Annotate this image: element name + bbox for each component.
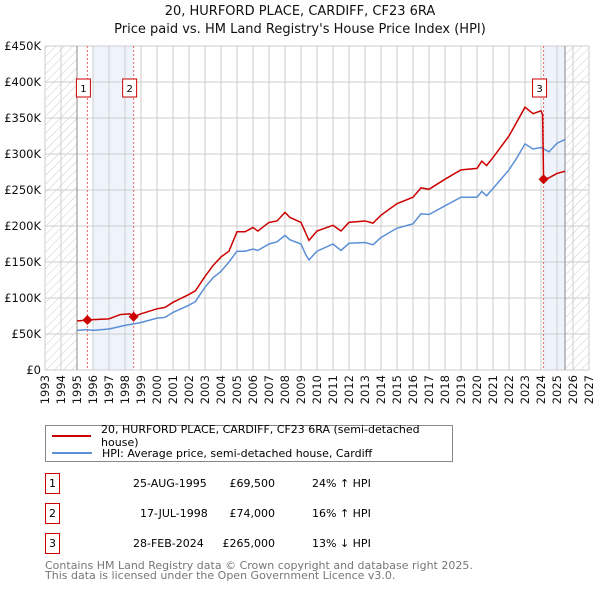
sale-price: £265,000	[222, 537, 276, 550]
sale-hpi-diff: 13% ↓ HPI	[312, 537, 371, 550]
x-tick-label: 2011	[326, 375, 340, 404]
x-tick-label: 1996	[86, 375, 100, 404]
footer-line-2: This data is licensed under the Open Gov…	[45, 569, 396, 582]
sale-date: 28-FEB-2024	[133, 537, 204, 550]
x-tick-label: 2012	[342, 375, 356, 404]
sale-hpi-diff: 24% ↑ HPI	[312, 477, 371, 490]
x-tick-label: 2027	[582, 375, 596, 404]
x-tick-label: 1998	[118, 375, 132, 404]
y-tick-label: £150K	[4, 255, 41, 269]
sale-row: 2 17-JUL-1998 £74,000 16% ↑ HPI	[45, 503, 465, 524]
x-tick-label: 2003	[198, 375, 212, 404]
x-tick-label: 2022	[502, 375, 516, 404]
x-tick-label: 2019	[454, 375, 468, 404]
x-tick-label: 2002	[182, 375, 196, 404]
sale-price: £69,500	[229, 477, 276, 490]
footer-line-1: Contains HM Land Registry data © Crown c…	[45, 559, 473, 572]
sale-point	[128, 311, 139, 322]
x-tick-label: 2021	[486, 375, 500, 404]
legend: 20, HURFORD PLACE, CARDIFF, CF23 6RA (se…	[45, 423, 453, 462]
y-tick-label: £100K	[4, 291, 41, 305]
shade-after-sale-3	[543, 46, 565, 370]
legend-label: HPI: Average price, semi-detached house,…	[102, 446, 373, 460]
sale-point	[82, 314, 93, 325]
x-tick-label: 1997	[102, 375, 116, 404]
y-tick-label: £450K	[4, 39, 41, 53]
chart-title: 20, HURFORD PLACE, CARDIFF, CF23 6RA	[164, 4, 436, 19]
x-tick-label: 2024	[534, 375, 548, 404]
chart-subtitle: Price paid vs. HM Land Registry's House …	[114, 22, 486, 37]
series-line	[76, 106, 566, 322]
x-tick-label: 2016	[406, 375, 420, 404]
legend-swatch-red	[52, 435, 92, 437]
x-tick-label: 2017	[422, 375, 436, 404]
x-tick-label: 2010	[310, 375, 324, 404]
sale-label-box	[75, 78, 91, 98]
x-tick-label: 1993	[38, 375, 52, 404]
sale-date: 17-JUL-1998	[140, 507, 208, 520]
y-tick-label: £200K	[4, 219, 41, 233]
x-tick-label: 2023	[518, 375, 532, 404]
x-tick-label: 2005	[230, 375, 244, 404]
x-tick-label: 2013	[358, 375, 372, 404]
y-tick-label: £400K	[4, 75, 41, 89]
x-tick-label: 2009	[294, 375, 308, 404]
sale-label: 2	[126, 84, 132, 95]
sale-label-box	[122, 78, 138, 98]
legend-label: 20, HURFORD PLACE, CARDIFF, CF23 6RA (se…	[101, 423, 420, 449]
x-tick-label: 2000	[150, 375, 164, 404]
x-tick-label: 2014	[374, 375, 388, 404]
x-tick-label: 2026	[566, 375, 580, 404]
x-tick-label: 2001	[166, 375, 180, 404]
y-tick-label: £50K	[12, 327, 42, 341]
x-tick-label: 1995	[70, 375, 84, 404]
sale-row: 1 25-AUG-1995 £69,500 24% ↑ HPI	[45, 473, 465, 494]
sale-number-badge: 3	[45, 533, 60, 554]
legend-item-property: 20, HURFORD PLACE, CARDIFF, CF23 6RA (se…	[52, 423, 452, 449]
sale-hpi-diff: 16% ↑ HPI	[312, 507, 371, 520]
x-tick-label: 2006	[246, 375, 260, 404]
x-tick-label: 2025	[550, 375, 564, 404]
y-tick-label: £250K	[4, 183, 41, 197]
x-tick-label: 2004	[214, 375, 228, 404]
x-tick-label: 2018	[438, 375, 452, 404]
sale-row: 3 28-FEB-2024 £265,000 13% ↓ HPI	[45, 533, 465, 554]
x-tick-label: 1994	[54, 375, 68, 404]
sale-point	[538, 174, 549, 185]
legend-swatch-blue	[52, 452, 92, 454]
sale-date: 25-AUG-1995	[133, 477, 207, 490]
y-tick-label: £0	[26, 363, 41, 377]
sale-label: 1	[80, 84, 86, 95]
hatched-no-data-right	[565, 46, 589, 370]
sale-label-box	[532, 78, 548, 98]
x-tick-label: 2007	[262, 375, 276, 404]
price-chart: £0 £50K £100K £150K £200K £250K £300K £350K £400…	[4, 39, 596, 404]
y-tick-label: £350K	[4, 111, 41, 125]
series-line	[76, 138, 566, 332]
sale-price: £74,000	[229, 507, 276, 520]
sale-label: 3	[536, 84, 542, 95]
x-tick-label: 1999	[134, 375, 148, 404]
shade-between-sales	[93, 46, 134, 370]
y-tick-label: £300K	[4, 147, 41, 161]
x-tick-label: 2015	[390, 375, 404, 404]
sale-number-badge: 2	[45, 503, 60, 524]
x-tick-label: 2020	[470, 375, 484, 404]
x-tick-label: 2008	[278, 375, 292, 404]
sale-number-badge: 1	[45, 473, 60, 494]
legend-item-hpi: HPI: Average price, semi-detached house,…	[52, 445, 372, 461]
